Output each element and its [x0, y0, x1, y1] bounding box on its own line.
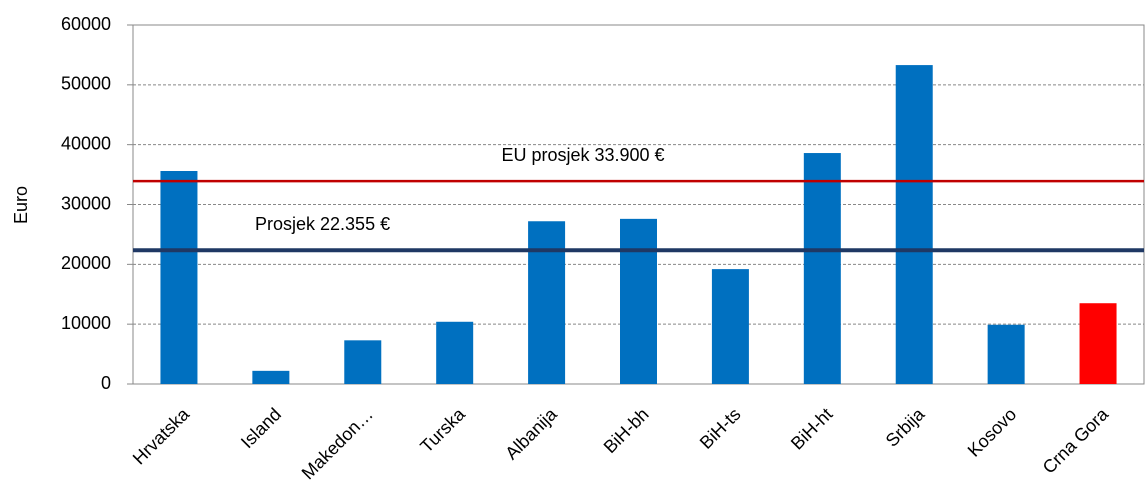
y-tick-label: 50000 [61, 74, 111, 94]
x-tick-label: Makedon… [298, 404, 377, 483]
bar [528, 221, 566, 384]
y-tick-label: 0 [101, 373, 111, 393]
bar [803, 153, 841, 384]
x-tick-label: BiH-ht [787, 404, 837, 454]
bar [895, 65, 933, 385]
bar [252, 370, 290, 384]
bar [987, 324, 1025, 384]
bar [436, 321, 474, 384]
x-tick-label: Crna Gora [1039, 403, 1113, 477]
y-tick-label: 60000 [61, 14, 111, 34]
y-tick-label: 30000 [61, 193, 111, 213]
x-tick-label: Hrvatska [129, 403, 194, 468]
reference-label: EU prosjek 33.900 € [501, 145, 664, 165]
y-axis-label: Euro [11, 186, 31, 224]
x-tick-label: BiH-bh [600, 404, 653, 457]
bar [160, 170, 198, 384]
y-tick-label: 10000 [61, 313, 111, 333]
x-tick-label: Srbija [882, 403, 929, 450]
x-tick-label: Island [237, 404, 285, 452]
bar [620, 218, 657, 384]
x-tick-label: Turska [416, 403, 469, 456]
bar [344, 340, 382, 384]
x-tick-label: BiH-ts [696, 404, 745, 453]
y-tick-label: 40000 [61, 133, 111, 153]
bar [711, 269, 749, 384]
bar [1079, 303, 1117, 384]
y-tick-label: 20000 [61, 253, 111, 273]
x-tick-label: Albanija [501, 403, 561, 463]
reference-label: Prosjek 22.355 € [255, 214, 390, 234]
x-tick-label: Kosovo [964, 404, 1021, 461]
